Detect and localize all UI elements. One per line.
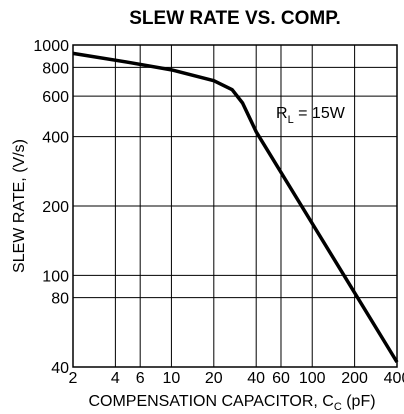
- x-tick-label: 200: [341, 370, 368, 387]
- y-tick-label: 40: [51, 360, 69, 377]
- x-tick-label: 400: [384, 370, 404, 387]
- y-axis-label: SLEW RATE, (V/s): [11, 139, 28, 273]
- plot-frame: [72, 44, 398, 368]
- y-tick-label: 1000: [33, 38, 69, 55]
- x-tick-label: 60: [272, 370, 290, 387]
- x-tick-label: 40: [247, 370, 265, 387]
- annotation-rest: = 15W: [294, 105, 346, 122]
- x-tick-label: 2: [69, 370, 78, 387]
- annotation-sub: L: [288, 114, 294, 126]
- annotation-main: R: [276, 105, 288, 122]
- x-label-main: COMPENSATION CAPACITOR, C: [88, 393, 333, 410]
- x-axis-label: COMPENSATION CAPACITOR, CC (pF): [88, 393, 375, 413]
- y-tick-label: 800: [42, 60, 69, 77]
- x-tick-label: 10: [163, 370, 181, 387]
- y-tick-label: 400: [42, 130, 69, 147]
- chart-title: SLEW RATE VS. COMP.: [129, 8, 341, 29]
- x-tick-label: 6: [136, 370, 145, 387]
- line-series: [72, 51, 399, 364]
- y-tick-label: 600: [42, 89, 69, 106]
- y-tick-label: 100: [42, 268, 69, 285]
- y-tick-label: 200: [42, 199, 69, 216]
- y-tick-label: 80: [51, 291, 69, 308]
- x-tick-label: 100: [299, 370, 326, 387]
- annotation: RL = 15W: [276, 105, 346, 126]
- x-tick-label: 20: [205, 370, 223, 387]
- x-tick-label: 4: [111, 370, 120, 387]
- x-label-sub: C: [334, 401, 342, 413]
- x-label-unit: (pF): [342, 393, 376, 410]
